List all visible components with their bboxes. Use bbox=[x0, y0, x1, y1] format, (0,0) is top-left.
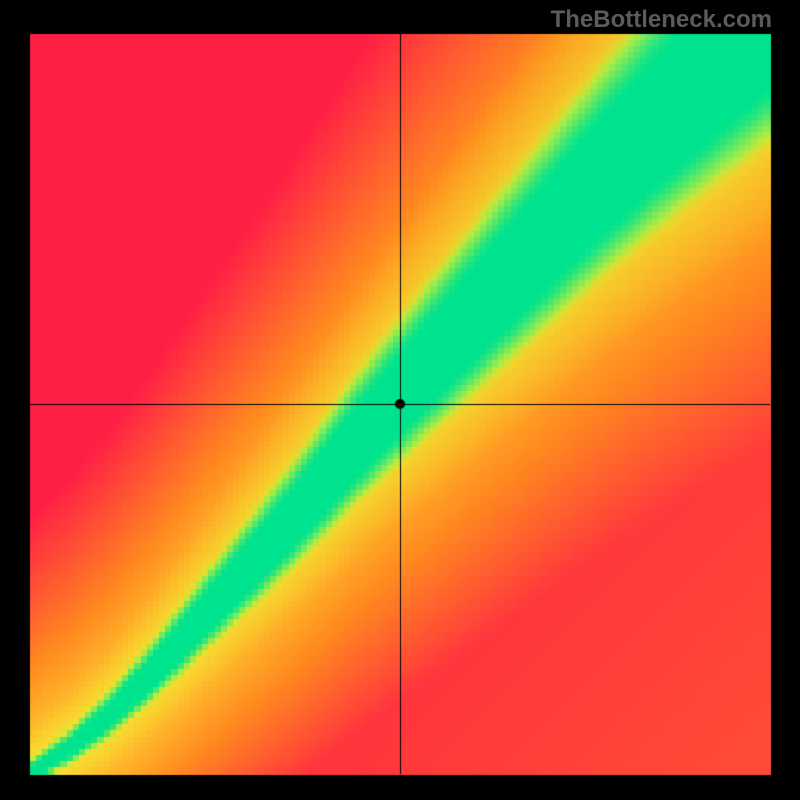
bottleneck-heatmap bbox=[0, 0, 800, 800]
watermark-text: TheBottleneck.com bbox=[551, 6, 772, 34]
root-container: TheBottleneck.com bbox=[0, 0, 800, 800]
